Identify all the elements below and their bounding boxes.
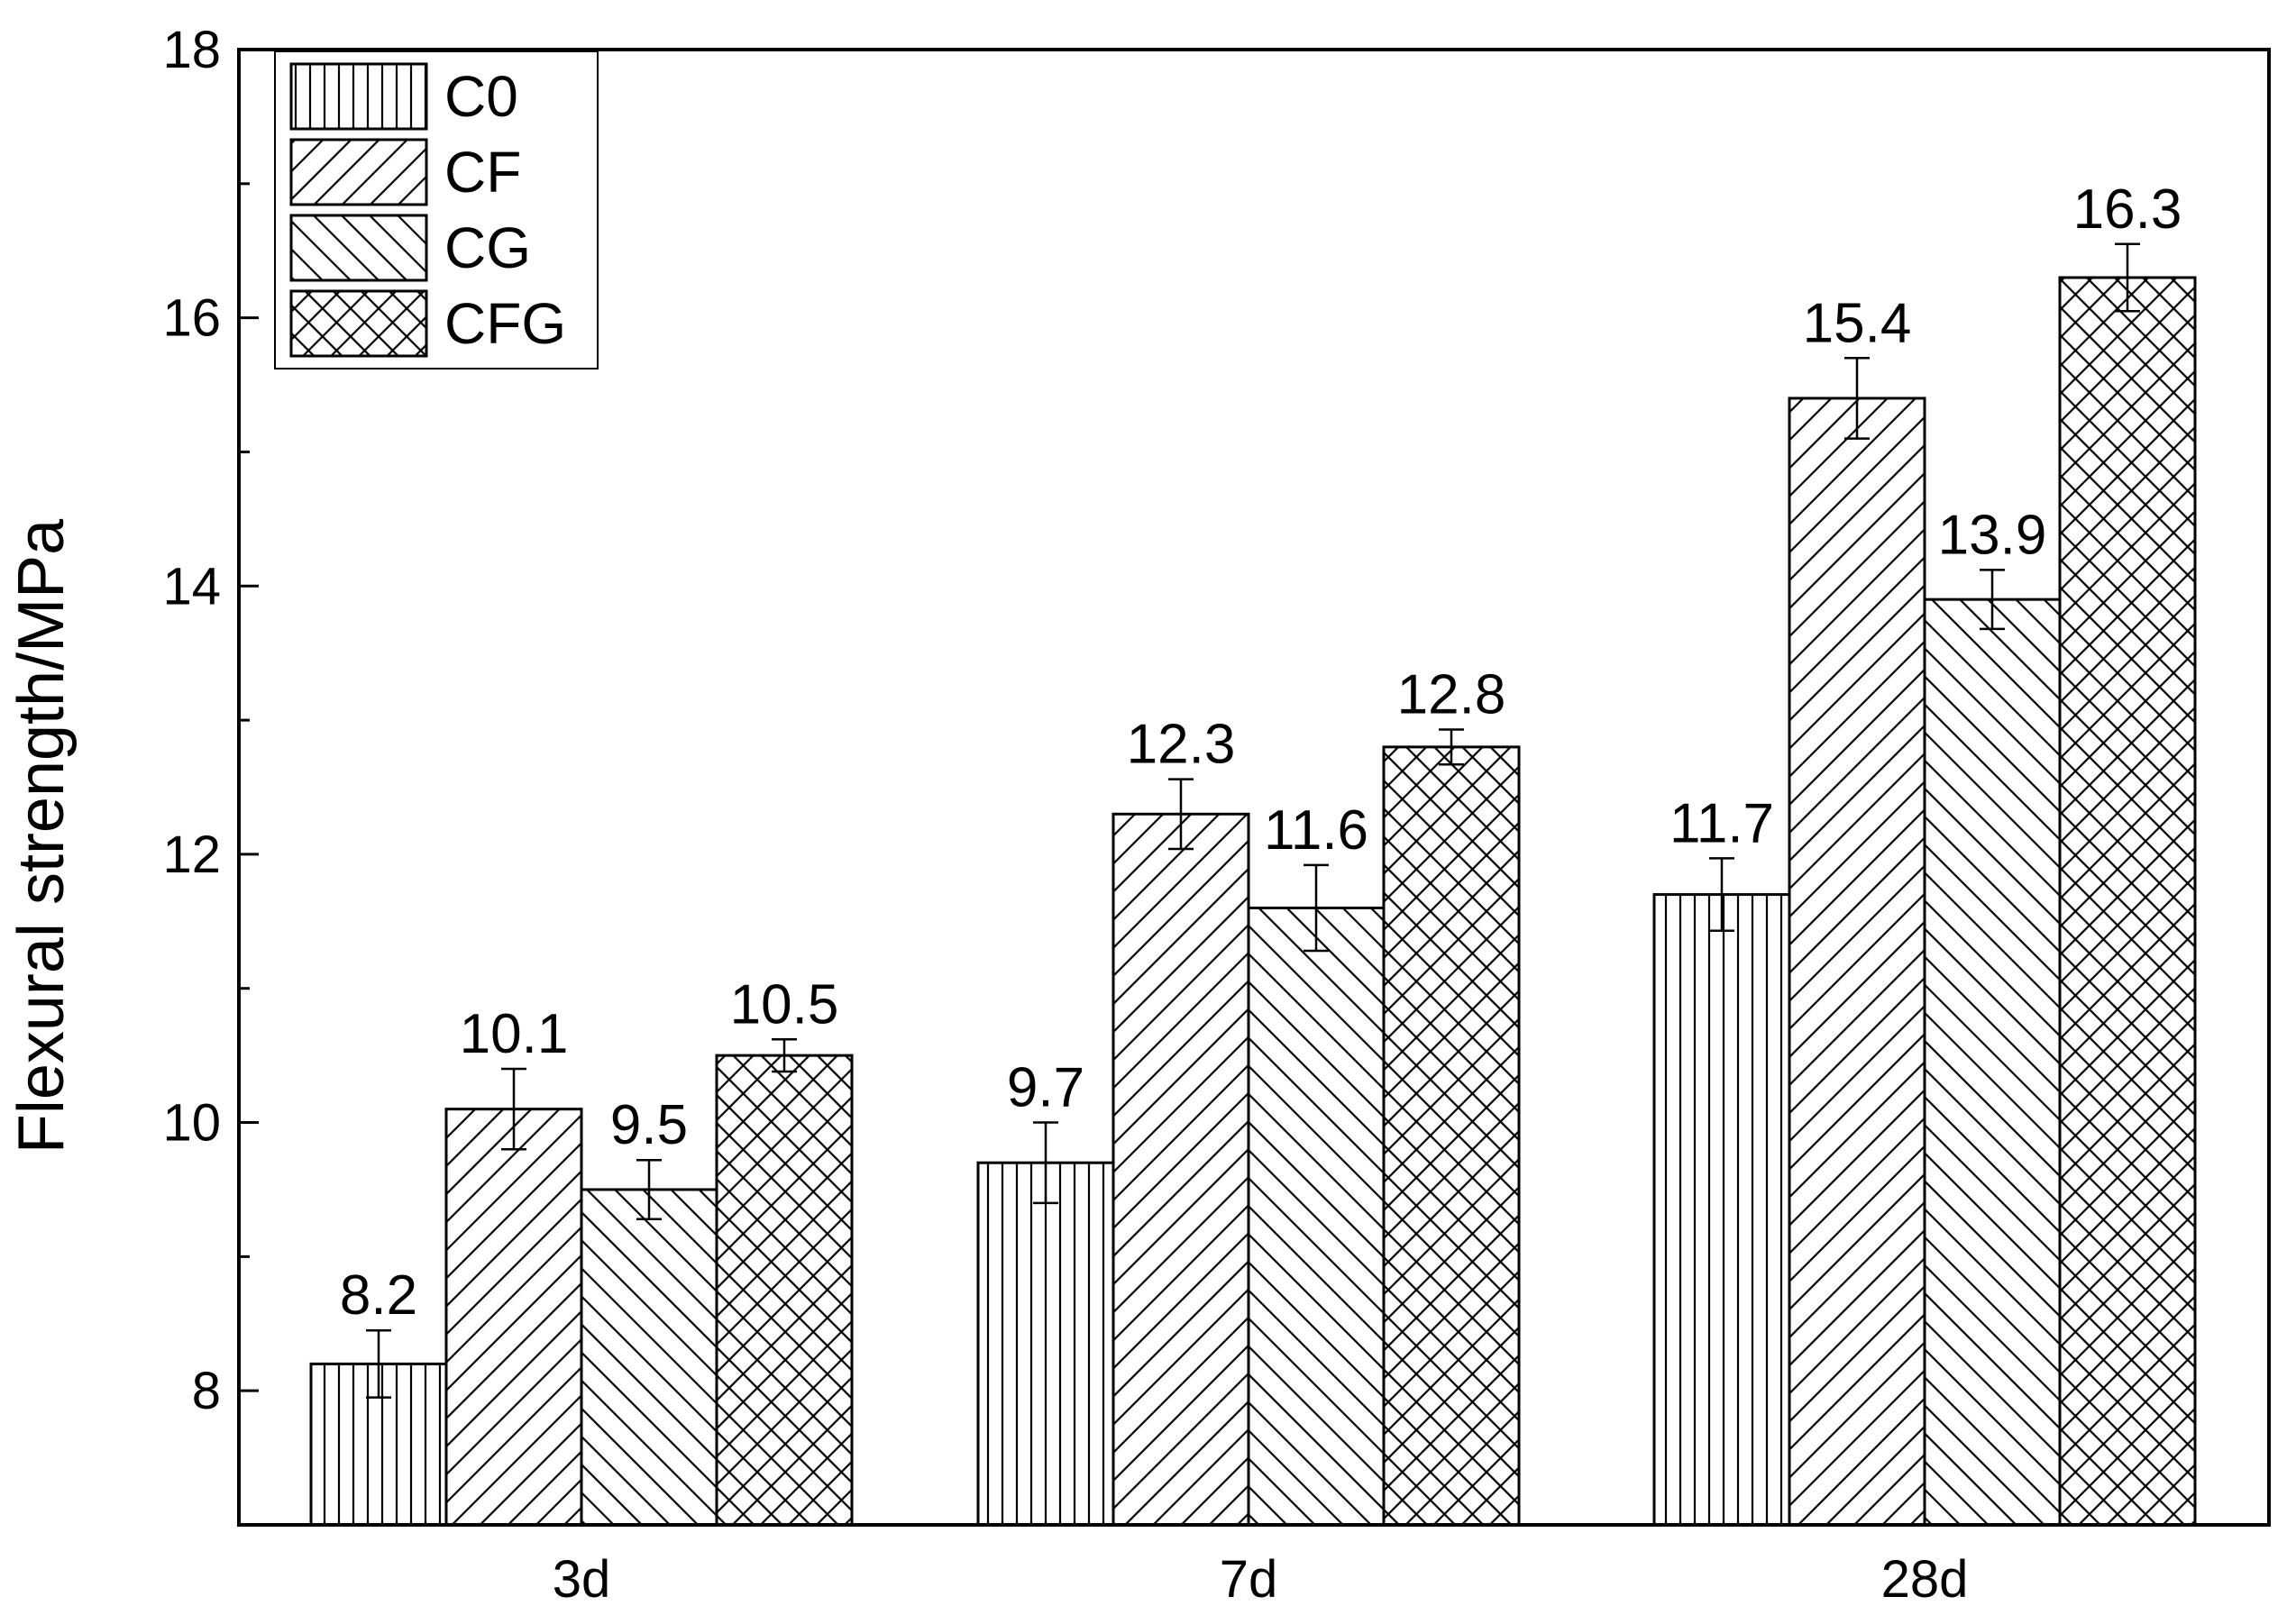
legend: C0 CF CG CFG xyxy=(274,50,599,370)
error-bar-cg-7d xyxy=(1304,863,1329,953)
bar-cg-28d xyxy=(1923,598,2062,1527)
error-bars-layer xyxy=(366,242,2140,1399)
legend-item-cf: CF xyxy=(289,138,521,206)
legend-label-c0: C0 xyxy=(444,64,518,129)
bar-c0-28d xyxy=(1652,893,1791,1527)
bar-cfg-3d xyxy=(715,1054,854,1527)
data-label-c0-3d: 8.2 xyxy=(340,1264,417,1327)
legend-item-cfg: CFG xyxy=(289,289,566,358)
data-label-cf-7d: 12.3 xyxy=(1127,714,1236,776)
x-tick-label-7d: 7d xyxy=(1220,1550,1278,1609)
data-label-cfg-3d: 10.5 xyxy=(730,973,839,1036)
y-tick-label: 14 xyxy=(162,557,221,616)
data-label-cg-28d: 13.9 xyxy=(1938,504,2047,566)
error-bar-cg-3d xyxy=(636,1158,662,1220)
y-tick-label: 18 xyxy=(162,21,221,79)
data-label-cf-3d: 10.1 xyxy=(460,1003,569,1065)
legend-swatch-c0 xyxy=(289,62,428,131)
data-label-c0-7d: 9.7 xyxy=(1007,1057,1084,1119)
bar-cg-7d xyxy=(1247,906,1386,1527)
data-label-cg-3d: 9.5 xyxy=(610,1094,688,1156)
axes-layer: 8 10 12 14 16 18 3d 7d 28d xyxy=(162,21,2271,1609)
error-bar-cfg-3d xyxy=(772,1038,797,1073)
data-label-cfg-28d: 16.3 xyxy=(2073,178,2182,241)
legend-item-cg: CG xyxy=(289,214,531,282)
bars-layer xyxy=(309,276,2197,1527)
error-bar-cg-28d xyxy=(1980,569,2005,631)
error-bar-c0-3d xyxy=(366,1328,391,1399)
bar-cg-3d xyxy=(580,1188,718,1527)
y-tick-label: 8 xyxy=(192,1362,221,1420)
y-axis-label: Flexural strength/MPa xyxy=(5,518,78,1154)
bar-cf-28d xyxy=(1788,397,1926,1527)
error-bar-cfg-28d xyxy=(2115,242,2140,313)
bar-c0-7d xyxy=(976,1161,1115,1527)
data-labels-layer: 8.2 9.7 11.7 10.1 12.3 15.4 9.5 11.6 13.9 10.5 12.… xyxy=(340,178,2182,1327)
error-bar-cf-3d xyxy=(501,1067,526,1151)
x-tick-label-3d: 3d xyxy=(553,1550,611,1609)
error-bar-cf-28d xyxy=(1844,357,1870,440)
x-tick-label-28d: 28d xyxy=(1881,1550,1969,1609)
legend-label-cf: CF xyxy=(444,140,521,205)
bar-cf-7d xyxy=(1111,812,1250,1527)
data-label-cg-7d: 11.6 xyxy=(1264,799,1368,862)
y-tick-label: 16 xyxy=(162,289,221,348)
legend-label-cg: CG xyxy=(444,215,531,280)
legend-item-c0: C0 xyxy=(289,62,518,131)
error-bar-c0-28d xyxy=(1709,857,1734,932)
legend-swatch-cf xyxy=(289,138,428,206)
error-bar-cfg-7d xyxy=(1439,728,1464,766)
error-bar-cf-7d xyxy=(1168,778,1194,851)
bar-cfg-28d xyxy=(2058,276,2197,1527)
legend-swatch-cfg xyxy=(289,289,428,358)
plot-frame xyxy=(237,48,2271,1527)
error-bar-c0-7d xyxy=(1033,1121,1058,1205)
y-tick-label: 10 xyxy=(162,1094,221,1153)
data-label-cf-28d: 15.4 xyxy=(1803,292,1912,354)
bar-cfg-7d xyxy=(1382,745,1521,1527)
legend-label-cfg: CFG xyxy=(444,291,566,356)
data-label-c0-28d: 11.7 xyxy=(1670,792,1774,854)
bar-cf-3d xyxy=(444,1108,583,1527)
y-tick-label: 12 xyxy=(162,826,221,884)
legend-swatch-cg xyxy=(289,214,428,282)
data-label-cfg-7d: 12.8 xyxy=(1397,664,1506,726)
